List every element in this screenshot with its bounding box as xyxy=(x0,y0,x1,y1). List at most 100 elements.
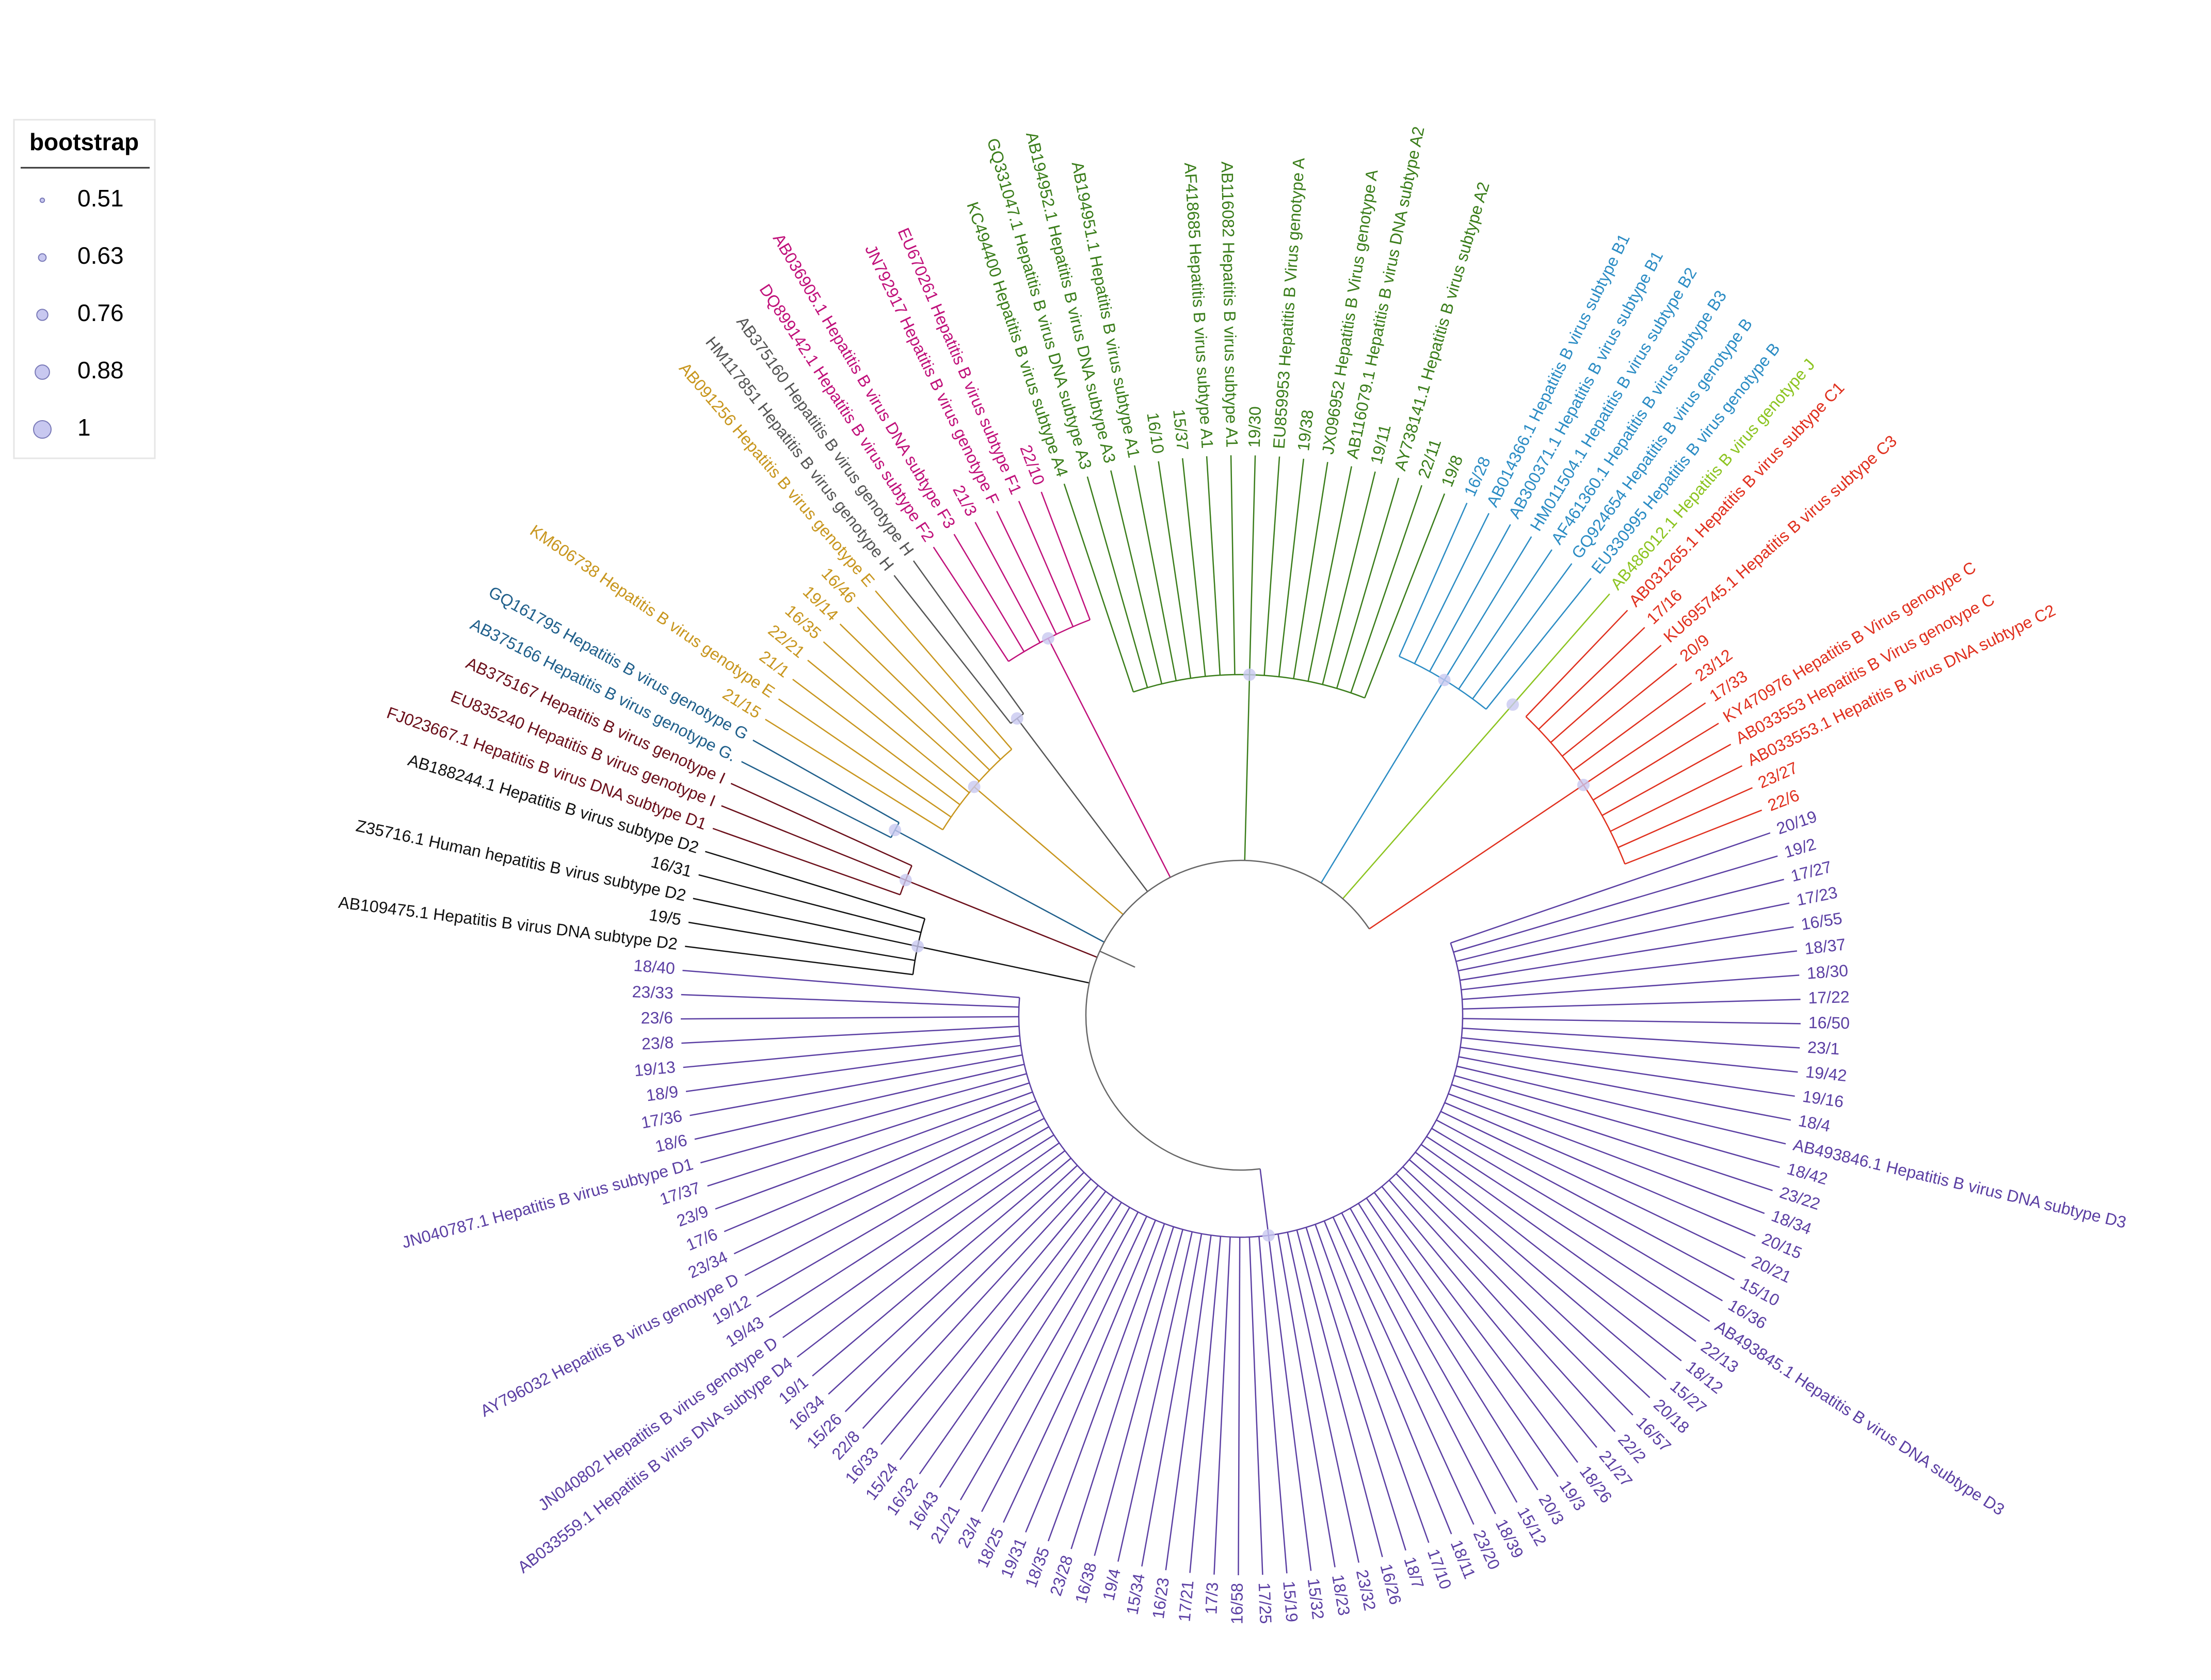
leaf-label: 16/31 xyxy=(649,852,694,881)
leaf-label: 17/3 xyxy=(1201,1582,1222,1615)
legend-label: 0.88 xyxy=(77,357,124,383)
branch xyxy=(1047,1223,1165,1542)
branch xyxy=(939,1202,1122,1488)
branch xyxy=(1293,461,1328,679)
legend-label: 0.76 xyxy=(77,299,124,326)
legend-marker xyxy=(33,420,52,439)
branch xyxy=(899,1191,1107,1460)
branch xyxy=(1158,461,1192,679)
branch xyxy=(1617,787,1753,849)
clade-stem xyxy=(1244,675,1251,861)
branch xyxy=(1462,974,1800,1000)
branch xyxy=(765,718,943,830)
branch xyxy=(1341,1212,1496,1514)
leaf-label: 16/58 xyxy=(1227,1583,1246,1624)
leaf-label: 23/6 xyxy=(641,1009,674,1027)
branch xyxy=(1458,549,1552,690)
clade-arc xyxy=(1018,942,1464,1238)
leaf-label: 19/13 xyxy=(633,1058,676,1080)
branch xyxy=(1277,1234,1336,1567)
branch xyxy=(1364,493,1446,698)
branch xyxy=(1550,645,1662,743)
clade-stem xyxy=(905,879,1098,958)
branch xyxy=(959,1207,1130,1500)
branch xyxy=(1086,476,1148,688)
branch xyxy=(681,1026,1019,1044)
branch xyxy=(1472,563,1573,699)
leaf-label: 17/22 xyxy=(1808,987,1850,1007)
branch xyxy=(752,740,900,823)
branch xyxy=(1538,627,1645,730)
leaf-label: 19/38 xyxy=(1294,409,1317,452)
branch xyxy=(1278,458,1305,677)
legend-label: 1 xyxy=(77,414,91,441)
branch xyxy=(996,510,1057,635)
branch xyxy=(1461,950,1797,990)
branch xyxy=(744,1117,1045,1276)
leaf-label: 19/5 xyxy=(648,905,682,929)
branch xyxy=(682,969,1020,998)
branch xyxy=(1063,483,1134,693)
branch xyxy=(1305,1227,1406,1551)
leaf-label: 16/26 xyxy=(1376,1562,1405,1607)
branch xyxy=(1408,1159,1667,1380)
branch xyxy=(1018,501,1074,627)
clade-stem xyxy=(1016,718,1148,892)
branch xyxy=(1373,1192,1578,1463)
branch xyxy=(1350,485,1422,693)
leaf-label: 22/6 xyxy=(1765,786,1802,814)
branch xyxy=(1431,1128,1723,1302)
branch xyxy=(1462,1018,1801,1025)
branch xyxy=(1307,466,1352,682)
branch xyxy=(1436,1119,1735,1281)
root-arc xyxy=(1085,859,1370,1171)
branch xyxy=(1402,1166,1651,1398)
branch xyxy=(681,994,1019,1008)
branch xyxy=(1601,744,1732,817)
branch xyxy=(1296,1229,1383,1558)
leaf-label: 17/36 xyxy=(639,1107,683,1132)
clade-stem xyxy=(1320,679,1445,884)
node-support xyxy=(1262,1229,1275,1242)
branch xyxy=(857,606,1001,760)
branch xyxy=(919,1196,1114,1475)
branch xyxy=(705,851,925,920)
branch xyxy=(828,1165,1078,1395)
branch xyxy=(782,1142,1060,1338)
leaf-label: 23/1 xyxy=(1807,1038,1840,1059)
leaf-label: 19/8 xyxy=(1437,453,1466,489)
leaf-label: 17/6 xyxy=(683,1225,720,1254)
branch xyxy=(1459,1056,1791,1121)
leaf-label: AB116082 Hepatitis B virus subtype A1 xyxy=(1218,161,1242,447)
branch xyxy=(1323,1220,1452,1534)
branch xyxy=(700,1073,1027,1164)
branch xyxy=(1454,1075,1780,1168)
leaf-label: 18/4 xyxy=(1797,1111,1832,1135)
branch xyxy=(690,1054,1023,1116)
leaf-label: AB493845.1 Hepatitis B virus DNA subtype… xyxy=(1712,1317,2008,1519)
leaf-label: 17/37 xyxy=(658,1178,702,1209)
branch xyxy=(1388,1179,1616,1432)
node-support xyxy=(1438,674,1451,686)
branch xyxy=(1258,1236,1288,1574)
leaf-label: 17/10 xyxy=(1424,1546,1455,1592)
node-support xyxy=(1042,632,1054,645)
branch xyxy=(893,575,1012,724)
branch xyxy=(1230,455,1236,675)
branch xyxy=(741,761,891,838)
branch xyxy=(1248,1237,1263,1575)
branch xyxy=(1268,1235,1312,1571)
leaf-label: 18/9 xyxy=(645,1082,680,1105)
clade-stem xyxy=(1047,638,1171,878)
legend-marker xyxy=(38,253,47,262)
branch xyxy=(1134,465,1177,681)
node-support xyxy=(968,780,981,793)
branch xyxy=(698,874,921,933)
branch xyxy=(1512,593,1610,705)
branch xyxy=(1110,470,1163,684)
leaf-label: 16/50 xyxy=(1808,1013,1850,1032)
node-support xyxy=(899,874,912,887)
leaf-label: 19/16 xyxy=(1801,1087,1845,1111)
